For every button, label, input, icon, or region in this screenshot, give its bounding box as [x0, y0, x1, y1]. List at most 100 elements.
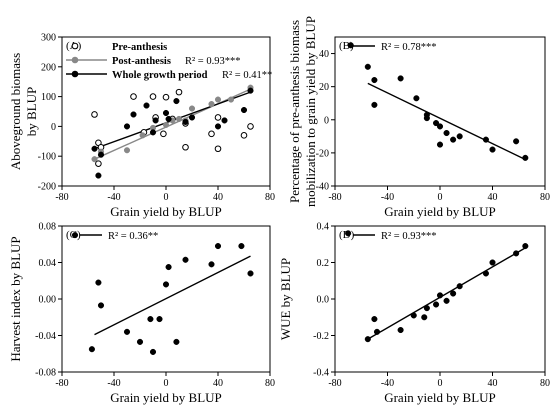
- y-tick-label: -40: [316, 182, 329, 193]
- x-tick-label: -80: [55, 378, 68, 389]
- data-point: [71, 232, 79, 239]
- data-point: [456, 133, 463, 140]
- data-point: [522, 154, 529, 161]
- legend-label: Pre-anthesis: [112, 42, 167, 53]
- data-point: [95, 172, 102, 179]
- data-point: [152, 117, 159, 124]
- data-point: [347, 42, 354, 49]
- data-point: [397, 75, 404, 82]
- y-tick-label: 0.08: [39, 222, 57, 233]
- legend-entry: R² = 0.78***: [353, 42, 436, 53]
- data-point: [91, 145, 98, 152]
- x-tick-label: 40: [213, 192, 223, 203]
- data-point: [188, 105, 196, 112]
- y-tick-label: -0.2: [313, 331, 329, 342]
- data-point: [208, 130, 215, 138]
- data-point: [433, 120, 440, 127]
- y-axis-label: Harvest index by BLUP: [8, 236, 23, 361]
- data-point: [221, 117, 228, 124]
- x-axis-label: Grain yield by BLUP: [384, 390, 496, 405]
- x-tick-label: 0: [438, 192, 443, 203]
- data-point: [433, 301, 440, 308]
- legend-entry: R² = 0.93***: [353, 231, 436, 242]
- data-point: [91, 156, 98, 163]
- data-point: [143, 102, 150, 109]
- y-axis-label: Aboveground biomass: [8, 53, 23, 170]
- y-tick-label: -0.08: [35, 368, 56, 379]
- data-point: [208, 101, 215, 108]
- data-point: [450, 136, 457, 143]
- x-tick-label: 40: [488, 378, 498, 389]
- legend-label: Post-anthesis: [112, 56, 171, 67]
- panel-a: -80 -40 0 40 80 -200 -100 0 100 200 300 Grain yield…: [8, 33, 275, 220]
- legend-marker: [71, 56, 79, 64]
- y-tick-label: 20: [319, 82, 329, 93]
- data-point: [208, 261, 215, 268]
- data-point: [371, 316, 378, 323]
- y-axis-label: by BLUP: [24, 87, 39, 136]
- y-tick-label: 0.04: [39, 258, 57, 269]
- plot-frame: [334, 36, 546, 187]
- x-tick-label: 80: [540, 192, 550, 203]
- data-point: [173, 338, 180, 345]
- x-tick-label: -40: [107, 378, 120, 389]
- y-tick-label: 0.4: [317, 222, 330, 233]
- data-point: [214, 145, 222, 153]
- panel-c: -80 -40 0 40 80 -0.08 -0.04 0.00 0.04 0.08 Grain y…: [8, 222, 275, 406]
- data-point: [513, 250, 520, 257]
- y-tick-label: 100: [41, 92, 56, 103]
- x-axis-label: Grain yield by BLUP: [110, 390, 222, 405]
- data-point: [173, 98, 180, 105]
- data-point: [450, 290, 457, 297]
- x-tick-label: -40: [107, 192, 120, 203]
- data-point: [165, 264, 172, 271]
- data-point: [130, 93, 137, 100]
- data-point: [247, 123, 254, 130]
- x-tick-label: 0: [438, 378, 443, 389]
- data-point: [482, 270, 489, 277]
- x-tick-label: 80: [265, 192, 275, 203]
- y-tick-label: 200: [41, 62, 56, 73]
- legend-marker: [71, 42, 79, 50]
- x-tick-label: -40: [381, 378, 394, 389]
- data-point: [436, 141, 444, 148]
- regression-line: [367, 82, 526, 161]
- plot-frame: [334, 225, 546, 373]
- data-point: [149, 348, 157, 355]
- legend-entry: Whole growth period R² = 0.41**: [66, 70, 272, 81]
- y-tick-label: 0.00: [39, 295, 57, 306]
- data-point: [522, 243, 529, 250]
- data-point: [182, 118, 189, 125]
- y-tick-label: 0: [51, 122, 56, 133]
- data-point: [149, 93, 157, 100]
- x-tick-label: 80: [265, 378, 275, 389]
- data-point: [397, 326, 404, 334]
- data-point: [238, 243, 245, 250]
- data-point: [423, 305, 430, 312]
- r-squared-label: R² = 0.93***: [185, 56, 240, 67]
- data-point: [162, 281, 170, 288]
- regression-line: [94, 88, 251, 160]
- data-point: [214, 114, 222, 121]
- data-point: [95, 160, 102, 167]
- x-tick-label: -40: [381, 192, 394, 203]
- x-tick-label: 0: [164, 378, 169, 389]
- y-tick-label: 0: [324, 115, 329, 126]
- y-axis-label: mobilization to grain yield by BLUP: [303, 16, 318, 207]
- data-point: [364, 336, 371, 343]
- y-tick-label: 0.2: [317, 258, 330, 269]
- y-tick-label: -100: [38, 152, 56, 163]
- legend-marker: [71, 70, 79, 78]
- x-tick-label: 40: [213, 378, 223, 389]
- y-tick-label: 40: [319, 49, 329, 60]
- data-point: [482, 136, 489, 143]
- data-point: [240, 132, 248, 139]
- y-tick-label: -20: [316, 148, 329, 159]
- data-point: [214, 123, 222, 130]
- data-point: [413, 95, 420, 102]
- regression-line: [94, 255, 251, 336]
- legend-entry: Pre-anthesis: [71, 42, 167, 53]
- r-squared-label: R² = 0.93***: [381, 231, 436, 242]
- data-point: [373, 328, 381, 335]
